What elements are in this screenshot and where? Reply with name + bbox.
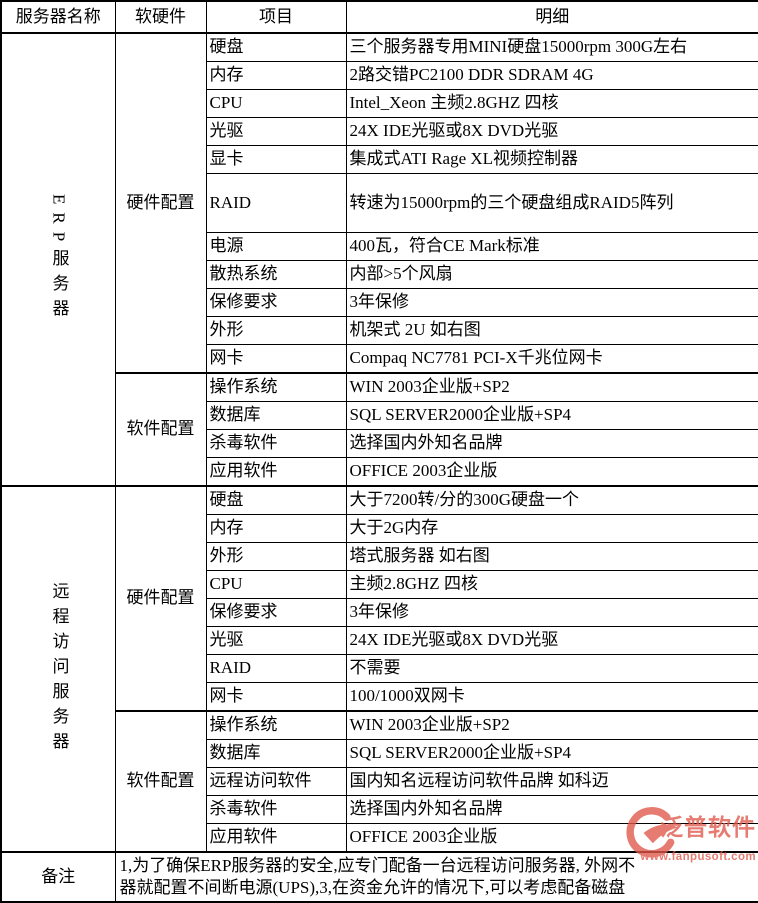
col-header-item: 项目 (205, 0, 347, 34)
detail-cell: 大于7200转/分的300G硬盘一个 (345, 485, 758, 515)
item-cell: 内存 (205, 514, 347, 543)
item-cell: CPU (205, 570, 347, 599)
detail-cell: 塔式服务器 如右图 (345, 542, 758, 571)
detail-cell: 24X IDE光驱或8X DVD光驱 (345, 626, 758, 655)
remark-text: 1,为了确保ERP服务器的安全,应专门配备一台远程访问服务器, 外网不 器就配置… (114, 851, 758, 903)
detail-cell: WIN 2003企业版+SP2 (345, 710, 758, 740)
table-row: 网卡 Compaq NC7781 PCI-X千兆位网卡 (1, 344, 758, 374)
item-cell: 显卡 (205, 145, 347, 174)
detail-cell: 3年保修 (345, 598, 758, 627)
item-cell: 电源 (205, 232, 347, 261)
server-name-cell-erp: ERP服务器 (0, 32, 116, 487)
table-row: 光驱 24X IDE光驱或8X DVD光驱 (1, 117, 758, 146)
item-cell: 光驱 (205, 117, 347, 146)
detail-cell: 24X IDE光驱或8X DVD光驱 (345, 117, 758, 146)
detail-cell: 不需要 (345, 654, 758, 683)
item-cell: RAID (205, 654, 347, 683)
detail-cell: 集成式ATI Rage XL视频控制器 (345, 145, 758, 174)
item-cell: CPU (205, 89, 347, 118)
table-row: 远程访问服务器 硬件配置 硬盘 大于7200转/分的300G硬盘一个 (0, 485, 758, 853)
detail-cell: 2路交错PC2100 DDR SDRAM 4G (345, 61, 758, 90)
server-name-cell-remote: 远程访问服务器 (0, 485, 116, 853)
item-cell: 杀毒软件 (205, 795, 347, 824)
item-cell: 操作系统 (205, 372, 347, 402)
detail-cell: Compaq NC7781 PCI-X千兆位网卡 (345, 344, 758, 374)
remark-row: 备注 1,为了确保ERP服务器的安全,应专门配备一台远程访问服务器, 外网不 器… (0, 851, 758, 903)
detail-cell: 100/1000双网卡 (345, 682, 758, 712)
detail-cell: 三个服务器专用MINI硬盘15000rpm 300G左右 (345, 32, 758, 62)
remark-line-2: 器就配置不间断电源(UPS),3,在资金允许的情况下,可以考虑配备磁盘 (119, 878, 626, 897)
table-header-row: 服务器名称 软硬件 项目 明细 (0, 0, 758, 34)
col-header-server-name: 服务器名称 (0, 0, 116, 34)
detail-cell: 转速为15000rpm的三个硬盘组成RAID5阵列 (345, 173, 758, 233)
item-cell: 操作系统 (205, 710, 347, 740)
detail-cell: SQL SERVER2000企业版+SP4 (345, 401, 758, 430)
detail-cell: Intel_Xeon 主频2.8GHZ 四核 (345, 89, 758, 118)
detail-cell: 机架式 2U 如右图 (345, 316, 758, 345)
table-row: 保修要求 3年保修 (1, 288, 758, 317)
detail-cell: 400瓦，符合CE Mark标准 (345, 232, 758, 261)
item-cell: 应用软件 (205, 823, 347, 853)
table-row: 杀毒软件 选择国内外知名品牌 (1, 429, 758, 458)
item-cell: 硬盘 (205, 32, 347, 62)
table-row: 网卡 100/1000双网卡 (1, 682, 758, 712)
detail-cell: SQL SERVER2000企业版+SP4 (345, 739, 758, 768)
detail-cell: OFFICE 2003企业版 (345, 457, 758, 487)
item-cell: 外形 (205, 542, 347, 571)
item-cell: 数据库 (205, 401, 347, 430)
table-row: CPU 主频2.8GHZ 四核 (1, 570, 758, 599)
item-cell: 外形 (205, 316, 347, 345)
table-row: 应用软件 OFFICE 2003企业版 (1, 823, 758, 853)
item-cell: 远程访问软件 (205, 767, 347, 796)
group-cell-hardware: 硬件配置 (114, 32, 207, 374)
table-row: 杀毒软件 选择国内外知名品牌 (1, 795, 758, 824)
group-cell-software: 软件配置 (114, 710, 207, 853)
item-cell: RAID (205, 173, 347, 233)
group-cell-hardware: 硬件配置 (114, 485, 207, 712)
table-row: 内存 2路交错PC2100 DDR SDRAM 4G (1, 61, 758, 90)
detail-cell: 大于2G内存 (345, 514, 758, 543)
item-cell: 杀毒软件 (205, 429, 347, 458)
detail-cell: OFFICE 2003企业版 (345, 823, 758, 853)
item-cell: 光驱 (205, 626, 347, 655)
detail-cell: 主频2.8GHZ 四核 (345, 570, 758, 599)
remark-line-1: 1,为了确保ERP服务器的安全,应专门配备一台远程访问服务器, 外网不 (119, 856, 636, 875)
group-cell-software: 软件配置 (114, 372, 207, 487)
table-row: 外形 机架式 2U 如右图 (1, 316, 758, 345)
table-row: 散热系统 内部>5个风扇 (1, 260, 758, 289)
detail-cell: 选择国内外知名品牌 (345, 429, 758, 458)
item-cell: 应用软件 (205, 457, 347, 487)
detail-cell: 内部>5个风扇 (345, 260, 758, 289)
col-header-detail: 明细 (345, 0, 758, 34)
table-row: 显卡 集成式ATI Rage XL视频控制器 (1, 145, 758, 174)
item-cell: 网卡 (205, 344, 347, 374)
item-cell: 硬盘 (205, 485, 347, 515)
table-row: 软件配置 操作系统 WIN 2003企业版+SP2 (1, 372, 758, 487)
table-row: RAID 转速为15000rpm的三个硬盘组成RAID5阵列 (1, 173, 758, 233)
detail-cell: 3年保修 (345, 288, 758, 317)
item-cell: 数据库 (205, 739, 347, 768)
remark-label: 备注 (0, 851, 116, 903)
table-row: RAID 不需要 (1, 654, 758, 683)
item-cell: 内存 (205, 61, 347, 90)
item-cell: 保修要求 (205, 288, 347, 317)
item-cell: 散热系统 (205, 260, 347, 289)
table-row: 软件配置 操作系统 WIN 2003企业版+SP2 (1, 710, 758, 853)
detail-cell: 国内知名远程访问软件品牌 如科迈 (345, 767, 758, 796)
item-cell: 保修要求 (205, 598, 347, 627)
table-row: 外形 塔式服务器 如右图 (1, 542, 758, 571)
table-row: ERP服务器 硬件配置 硬盘 三个服务器专用MINI硬盘15000rpm 300… (0, 32, 758, 487)
item-cell: 网卡 (205, 682, 347, 712)
col-header-hw-sw: 软硬件 (114, 0, 207, 34)
detail-cell: WIN 2003企业版+SP2 (345, 372, 758, 402)
detail-cell: 选择国内外知名品牌 (345, 795, 758, 824)
